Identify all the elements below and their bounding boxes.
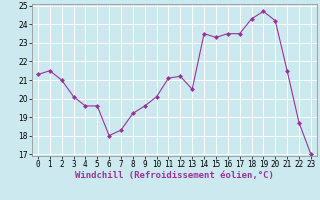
X-axis label: Windchill (Refroidissement éolien,°C): Windchill (Refroidissement éolien,°C) [75, 171, 274, 180]
